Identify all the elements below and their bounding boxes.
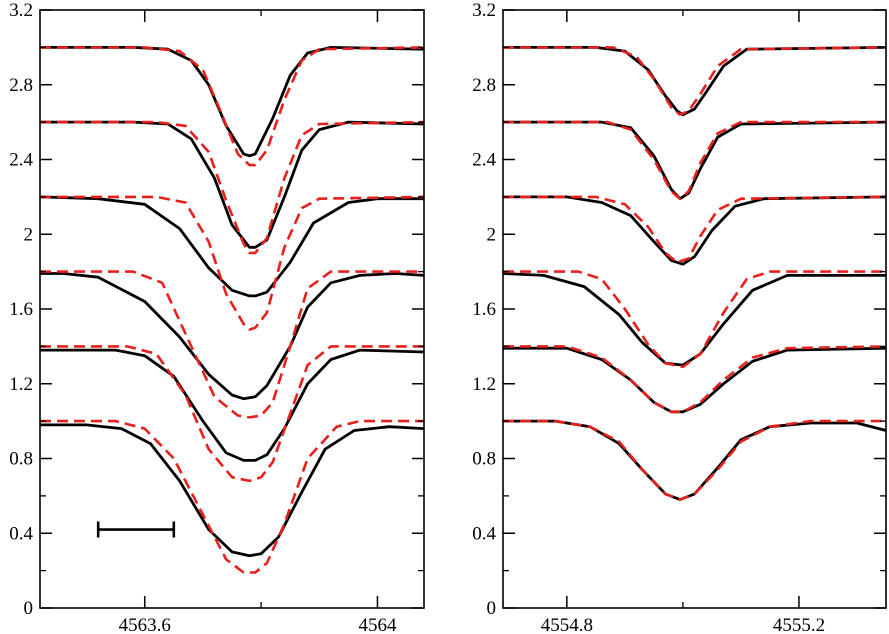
- y-tick-label: 2.4: [472, 150, 496, 171]
- y-tick-label: 2: [487, 224, 497, 245]
- observed-series-2: [503, 120, 887, 201]
- y-tick-label: 0.8: [472, 449, 496, 470]
- observed-series-0: [503, 46, 887, 117]
- x-tick-label: 4555.2: [773, 615, 825, 634]
- model-series-7: [503, 270, 886, 369]
- y-tick-label: 0.4: [9, 523, 33, 544]
- y-tick-label: 2.8: [9, 75, 33, 96]
- model-series-9: [503, 345, 887, 414]
- y-tick-label: 2.4: [9, 150, 33, 171]
- y-tick-label: 0.8: [9, 449, 33, 470]
- plot-frame: [39, 9, 425, 609]
- observed-series-4: [503, 195, 887, 266]
- y-tick-label: 0: [487, 598, 497, 619]
- plot-frame: [502, 9, 887, 609]
- observed-series-4: [39, 195, 424, 298]
- y-tick-label: 1.2: [472, 374, 496, 395]
- model-series-1: [40, 46, 425, 167]
- observed-series-0: [40, 46, 425, 158]
- y-tick-label: 2.8: [472, 75, 496, 96]
- y-tick-label: 1.6: [9, 299, 33, 320]
- y-tick-label: 0.4: [472, 523, 496, 544]
- model-series-1: [503, 46, 887, 116]
- y-tick-label: 3.2: [9, 0, 33, 21]
- model-series-9: [40, 345, 424, 483]
- observed-series-6: [502, 272, 886, 367]
- observed-series-10: [40, 423, 425, 558]
- observed-series-2: [40, 120, 425, 249]
- y-tick-label: 1.2: [9, 374, 33, 395]
- observed-series-6: [40, 272, 425, 401]
- y-tick-label: 2: [24, 224, 34, 245]
- left-panel: 0 0.4 0.8 1.2 1.6 2 2.4 2.8 3.2 4563.6 4564: [9, 0, 425, 634]
- y-tick-label: 1.6: [472, 299, 496, 320]
- y-tick-label: 0: [24, 598, 34, 619]
- x-tick-label: 4563.6: [119, 615, 171, 634]
- model-series-3: [503, 120, 886, 200]
- y-tick-label: 3.2: [472, 0, 496, 21]
- x-tick-label: 4554.8: [541, 615, 593, 634]
- model-series-5: [40, 195, 425, 331]
- right-panel: 0 0.4 0.8 1.2 1.6 2 2.4 2.8 3.2 4554.8 4555.2: [472, 0, 887, 634]
- model-series-3: [40, 120, 425, 255]
- model-series-5: [503, 195, 887, 264]
- model-series-7: [40, 270, 424, 419]
- model-series-11: [503, 419, 886, 501]
- x-tick-label: 4564: [358, 615, 397, 634]
- observed-series-8: [40, 348, 425, 462]
- observed-series-10: [503, 419, 887, 501]
- model-series-11: [40, 419, 424, 574]
